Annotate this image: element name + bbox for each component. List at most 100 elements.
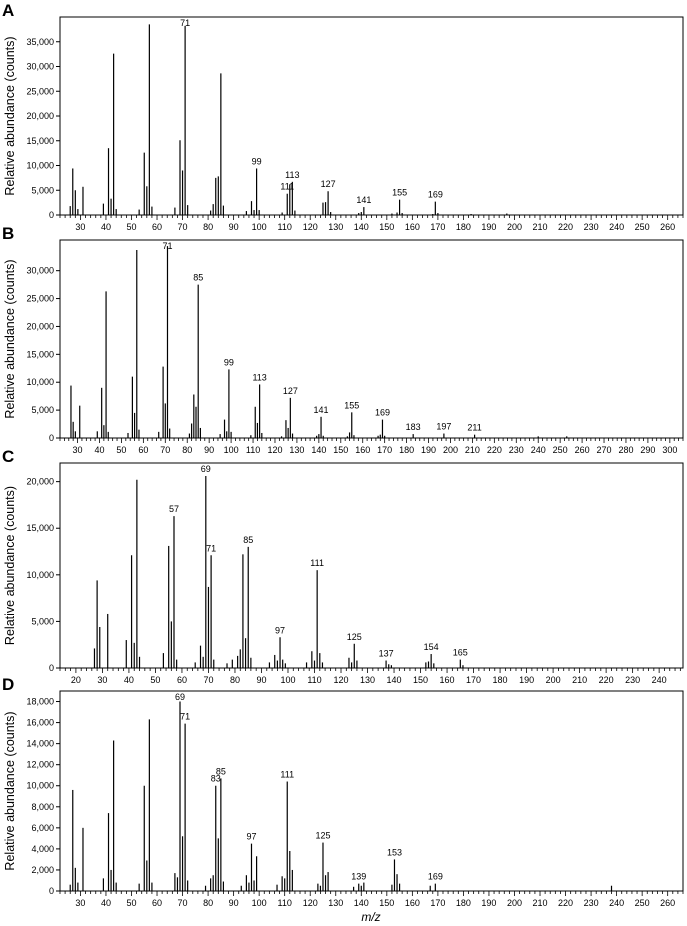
x-tick-label: 110 — [307, 675, 321, 685]
panel-letter: A — [2, 1, 14, 20]
y-tick-label: 12,000 — [26, 760, 54, 770]
spectrum-panel-d: D Relative abundance (counts) 0 2,000 4,000 6… — [2, 675, 684, 908]
x-tick-label: 270 — [597, 445, 612, 455]
x-tick-label: 100 — [252, 898, 267, 908]
panel-letter: D — [2, 675, 14, 694]
x-tick-label: 60 — [152, 898, 162, 908]
x-tick-label: 150 — [333, 445, 348, 455]
x-tick-label: 230 — [509, 445, 524, 455]
x-tick-label: 120 — [303, 222, 318, 232]
x-tick-label: 50 — [150, 675, 160, 685]
x-tick-label: 180 — [456, 222, 471, 232]
peak-label: 169 — [428, 872, 443, 882]
x-tick-label: 40 — [101, 898, 111, 908]
x-tick-label: 170 — [377, 445, 392, 455]
x-tick-label: 60 — [177, 675, 187, 685]
x-tick-label: 170 — [430, 898, 445, 908]
y-tick-label: 20,000 — [26, 477, 54, 487]
x-tick-label: 100 — [224, 445, 239, 455]
y-tick-label: 15,000 — [26, 136, 54, 146]
x-tick-label: 240 — [609, 222, 624, 232]
spectrum-panel-b: B Relative abundance (counts) 0 5,000 10,000… — [2, 224, 684, 455]
peak-label: 141 — [356, 195, 371, 205]
x-tick-label: 60 — [152, 222, 162, 232]
x-tick-label: 70 — [178, 222, 188, 232]
x-tick-label: 160 — [405, 898, 420, 908]
peak-label: 139 — [351, 872, 366, 882]
x-tick-label: 80 — [203, 222, 213, 232]
x-tick-label: 200 — [443, 445, 458, 455]
peak-label: 125 — [347, 632, 362, 642]
peak-label: 153 — [387, 847, 402, 857]
peak-label: 127 — [283, 386, 298, 396]
peak-label: 71 — [180, 18, 190, 28]
x-tick-label: 250 — [635, 222, 650, 232]
x-tick-label: 160 — [440, 675, 455, 685]
y-tick-label: 2,000 — [31, 865, 54, 875]
x-tick-label: 110 — [278, 898, 292, 908]
x-tick-label: 220 — [599, 675, 614, 685]
y-tick-label: 35,000 — [26, 37, 54, 47]
peak-label: 71 — [180, 712, 190, 722]
peak-label: 125 — [315, 831, 330, 841]
x-tick-label: 220 — [558, 222, 573, 232]
y-tick-label: 25,000 — [26, 86, 54, 96]
peak-label: 211 — [467, 423, 481, 433]
x-tick-label: 210 — [533, 222, 548, 232]
x-axis-title: m/z — [361, 910, 380, 924]
x-tick-label: 20 — [71, 675, 81, 685]
peak-label: 97 — [275, 625, 285, 635]
x-tick-label: 150 — [379, 222, 394, 232]
peak-label: 197 — [436, 422, 451, 432]
y-tick-label: 15,000 — [26, 349, 54, 359]
y-tick-label: 14,000 — [26, 739, 54, 749]
x-tick-label: 130 — [328, 222, 343, 232]
x-tick-label: 280 — [618, 445, 633, 455]
y-tick-label: 20,000 — [26, 321, 54, 331]
y-axis-label: Relative abundance (counts) — [3, 711, 17, 870]
x-tick-label: 170 — [430, 222, 445, 232]
y-tick-label: 6,000 — [31, 823, 54, 833]
peak-label: 69 — [175, 692, 185, 702]
peak-label: 111 — [310, 558, 324, 568]
x-tick-label: 40 — [94, 445, 104, 455]
y-tick-label: 0 — [49, 663, 54, 673]
x-tick-label: 200 — [507, 222, 522, 232]
x-tick-label: 50 — [116, 445, 126, 455]
peak-label: 165 — [453, 648, 468, 658]
x-tick-label: 300 — [662, 445, 677, 455]
x-tick-label: 210 — [572, 675, 587, 685]
y-tick-label: 10,000 — [26, 570, 54, 580]
spectrum-panel-a: A Relative abundance (counts) 0 5,000 10,000… — [2, 1, 684, 232]
x-tick-label: 240 — [609, 898, 624, 908]
peak-label: 85 — [193, 273, 203, 283]
x-tick-label: 100 — [252, 222, 267, 232]
y-tick-label: 5,000 — [31, 185, 54, 195]
x-tick-label: 160 — [355, 445, 370, 455]
x-tick-label: 140 — [354, 222, 369, 232]
x-tick-label: 130 — [360, 675, 375, 685]
x-tick-label: 180 — [493, 675, 508, 685]
x-tick-label: 90 — [229, 222, 239, 232]
x-tick-label: 200 — [507, 898, 522, 908]
y-tick-label: 8,000 — [31, 802, 54, 812]
y-tick-label: 25,000 — [26, 294, 54, 304]
x-tick-label: 50 — [126, 898, 136, 908]
x-tick-label: 130 — [289, 445, 304, 455]
plot-frame — [59, 462, 684, 669]
x-tick-label: 110 — [278, 222, 292, 232]
peak-label: 113 — [252, 372, 266, 382]
plot-frame — [59, 239, 684, 439]
x-tick-label: 30 — [75, 898, 85, 908]
panel-letter: B — [2, 224, 14, 243]
x-tick-label: 50 — [126, 222, 136, 232]
x-tick-label: 120 — [267, 445, 282, 455]
x-tick-label: 180 — [456, 898, 471, 908]
x-tick-label: 30 — [73, 445, 83, 455]
x-tick-label: 120 — [303, 898, 318, 908]
x-tick-label: 190 — [481, 898, 496, 908]
peak-label: 169 — [375, 408, 390, 418]
peak-label: 99 — [252, 156, 262, 166]
x-tick-label: 30 — [75, 222, 85, 232]
peak-label: 57 — [169, 504, 179, 514]
